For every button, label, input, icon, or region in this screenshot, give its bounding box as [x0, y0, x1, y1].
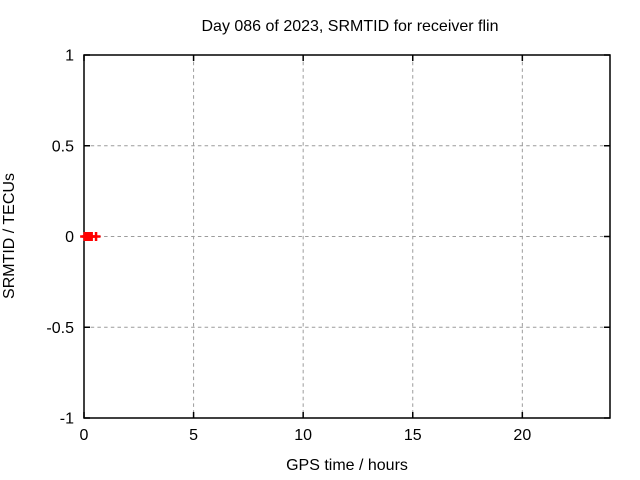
x-tick-label: 5 — [189, 427, 198, 444]
grid-layer — [84, 55, 610, 418]
data-point-marker — [91, 232, 101, 241]
y-tick-label: 1 — [65, 48, 74, 65]
x-axis-label: GPS time / hours — [286, 457, 408, 474]
y-tick-label: -0.5 — [46, 320, 74, 337]
x-tick-label: 15 — [404, 427, 422, 444]
x-tick-label: 0 — [80, 427, 89, 444]
x-tick-label: 20 — [513, 427, 531, 444]
data-points-layer — [80, 232, 101, 241]
y-tick-label: 0 — [65, 229, 74, 246]
y-tick-label: -1 — [60, 411, 74, 428]
y-tick-label: 0.5 — [52, 138, 74, 155]
y-axis-label: SRMTID / TECUs — [1, 173, 18, 299]
x-tick-label: 10 — [294, 427, 312, 444]
tick-label-layer: 0 5 10 15 20 -1 -0.5 0 0.5 1 — [46, 48, 531, 445]
chart-title: Day 086 of 2023, SRMTID for receiver fli… — [201, 18, 498, 35]
